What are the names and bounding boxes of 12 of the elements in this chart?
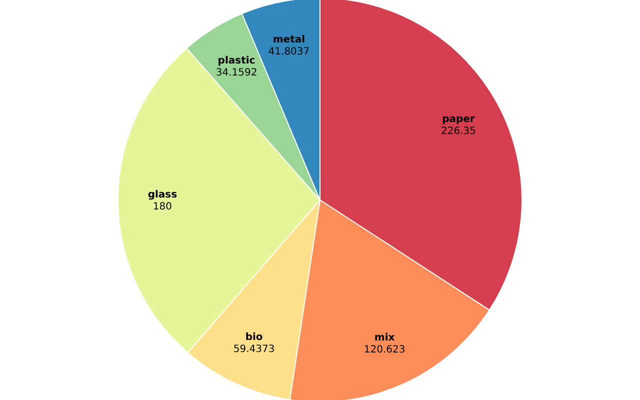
- data-label: 34.1592: [216, 67, 258, 78]
- data-label: 180: [152, 202, 172, 213]
- slice-label: metal: [272, 34, 306, 46]
- slice-label: glass: [148, 190, 178, 201]
- data-label: 120.623: [364, 344, 406, 356]
- slice-label: paper: [442, 114, 475, 125]
- data-label: 41.8037: [268, 46, 310, 58]
- data-label: 226.35: [440, 126, 476, 137]
- slice-label: bio: [245, 332, 263, 344]
- slice-label: plastic: [218, 55, 256, 66]
- data-label: 59.4373: [233, 344, 275, 356]
- slice-label: mix: [374, 332, 396, 344]
